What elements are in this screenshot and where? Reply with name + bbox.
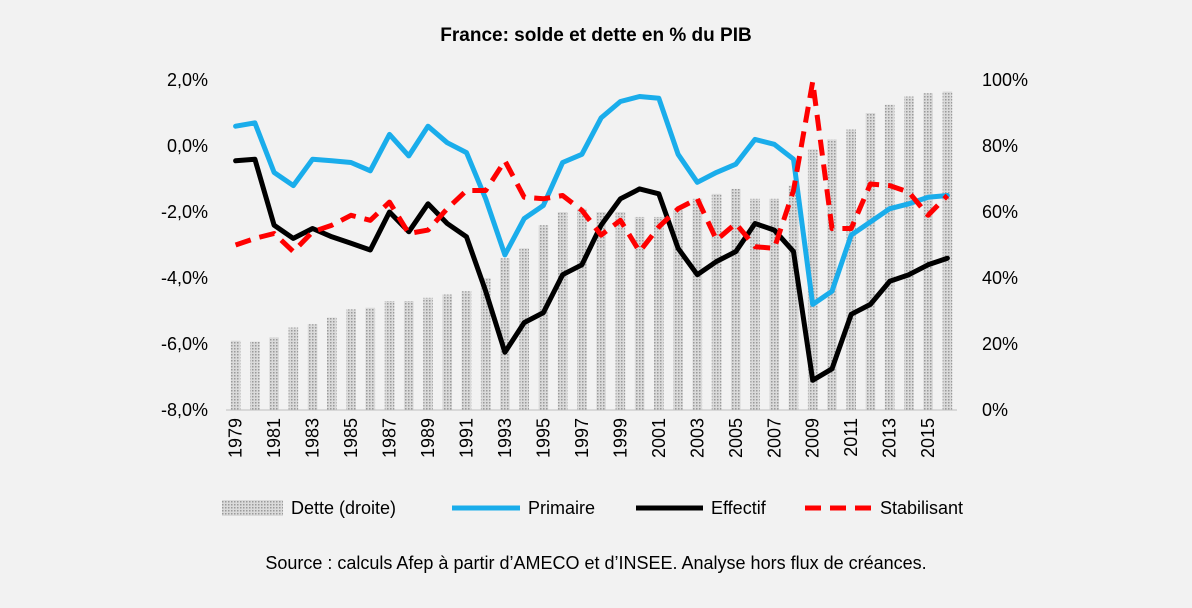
debt-bar-1994: [519, 248, 529, 410]
x-tick-label: 2007: [764, 418, 784, 458]
debt-bar-1991: [461, 291, 472, 410]
y-left-tick-label: -2,0%: [161, 202, 208, 222]
series-line-stabilisant: [234, 79, 950, 255]
debt-bar-2002: [673, 210, 683, 410]
debt-bar-1980: [250, 341, 260, 410]
debt-bar-2010: [827, 139, 837, 410]
debt-bar-1988: [403, 301, 414, 410]
debt-bar-2016: [942, 91, 953, 411]
legend-item: Dette (droite): [222, 498, 396, 518]
x-axis: 1979 1981 1983 1985 1987 1989 1991 1993 1995 1997…: [226, 418, 939, 458]
x-tick-label: 1983: [303, 418, 323, 458]
debt-bar-1979: [230, 340, 241, 410]
legend-label: Primaire: [528, 498, 595, 518]
source-note: Source : calculs Afep à partir d’AMECO e…: [265, 553, 926, 573]
y-left-tick-label: 2,0%: [167, 70, 208, 90]
x-tick-label: 2013: [880, 418, 900, 458]
y-right-tick-label: 60%: [982, 202, 1018, 222]
y-axis-left: -8,0% -6,0% -4,0% -2,0% 0,0% 2,0%: [161, 70, 208, 420]
x-tick-label: 1981: [264, 418, 284, 458]
debt-bar-2015: [923, 93, 933, 410]
x-tick-label: 2001: [649, 418, 669, 458]
debt-bar-1981: [269, 337, 279, 410]
debt-bar-2001: [654, 216, 664, 410]
debt-bar-2005: [730, 188, 741, 410]
x-tick-label: 1991: [456, 418, 476, 458]
x-tick-label: 1997: [572, 418, 592, 458]
x-tick-label: 2011: [841, 418, 861, 457]
y-axis-right: 0% 20% 40% 60% 80% 100%: [982, 70, 1028, 420]
debt-bar-2008: [788, 185, 799, 410]
debt-bar-1990: [442, 294, 453, 410]
y-left-tick-label: -8,0%: [161, 400, 208, 420]
debt-bar-2009: [807, 149, 818, 411]
debt-bar-1997: [577, 208, 587, 410]
debt-bar-1989: [423, 297, 433, 410]
legend-label: Effectif: [711, 498, 767, 518]
legend-item: Effectif: [636, 498, 767, 518]
debt-bar-2013: [884, 104, 895, 410]
debt-bar-1992: [480, 278, 491, 410]
y-right-tick-label: 0%: [982, 400, 1008, 420]
series-line-effectif: [233, 156, 950, 383]
legend-item: Primaire: [452, 498, 595, 518]
debt-bar-1987: [384, 301, 395, 410]
legend-label: Stabilisant: [880, 498, 963, 518]
debt-bar-1985: [346, 309, 356, 410]
y-left-tick-label: 0,0%: [167, 136, 208, 156]
series-line-primaire: [233, 94, 950, 307]
debt-bar-2014: [904, 96, 914, 410]
x-tick-label: 2005: [726, 418, 746, 458]
debt-bar-1993: [500, 258, 510, 410]
y-right-tick-label: 100%: [982, 70, 1028, 90]
y-left-tick-label: -6,0%: [161, 334, 208, 354]
debt-bar-1999: [615, 212, 626, 410]
debt-bar-2007: [769, 198, 780, 410]
debt-bar-1986: [365, 307, 376, 410]
x-tick-label: 2003: [687, 418, 707, 458]
y-left-tick-label: -4,0%: [161, 268, 208, 288]
chart-title: France: solde et dette en % du PIB: [440, 25, 751, 46]
debt-bars: [230, 91, 953, 411]
debt-bar-2003: [692, 198, 703, 410]
debt-bar-1983: [307, 324, 318, 410]
x-tick-label: 1979: [226, 418, 246, 458]
y-right-tick-label: 20%: [982, 334, 1018, 354]
x-tick-label: 1993: [495, 418, 515, 458]
debt-bar-2012: [865, 113, 876, 410]
debt-bar-2000: [634, 216, 645, 410]
x-tick-label: 1989: [418, 418, 438, 458]
debt-bar-2011: [846, 129, 857, 410]
x-tick-label: 1985: [341, 418, 361, 458]
x-tick-label: 1987: [380, 418, 400, 458]
debt-bar-2006: [750, 198, 760, 410]
legend: Dette (droite) Primaire Effectif Stabilisan…: [222, 498, 963, 518]
legend-swatch: [222, 500, 283, 516]
debt-bar-1995: [538, 225, 549, 410]
x-tick-label: 1995: [533, 418, 553, 458]
legend-item: Stabilisant: [805, 498, 963, 518]
debt-bar-1984: [326, 317, 337, 410]
x-tick-label: 1999: [610, 418, 630, 458]
debt-bar-1998: [596, 212, 606, 410]
debt-bar-1982: [288, 327, 299, 410]
legend-label: Dette (droite): [291, 498, 396, 518]
series-lines: [233, 79, 950, 383]
x-tick-label: 2015: [918, 418, 938, 458]
y-right-tick-label: 80%: [982, 136, 1018, 156]
x-tick-label: 2009: [803, 418, 823, 458]
y-right-tick-label: 40%: [982, 268, 1018, 288]
debt-bar-2004: [711, 193, 722, 410]
debt-bar-1996: [557, 212, 568, 410]
